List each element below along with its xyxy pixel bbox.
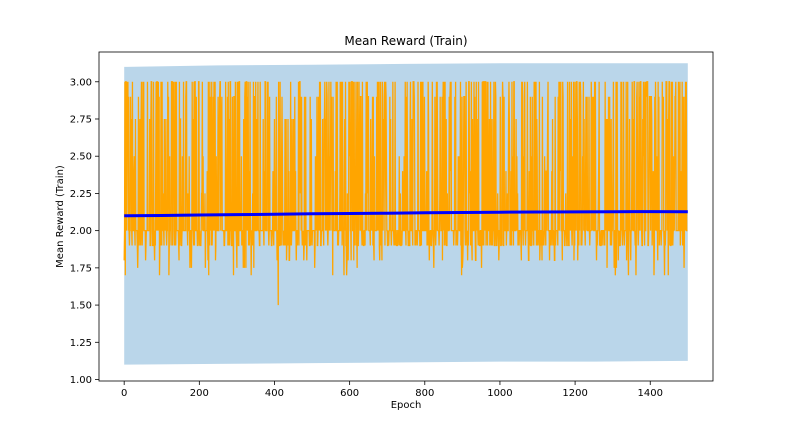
y-axis-ticks: 1.00 1.25 1.50 1.75 2.00 2.25 2.50 2.75 3.00 [70, 77, 99, 386]
chart-title: Mean Reward (Train) [344, 34, 467, 48]
x-tick-label: 1400 [638, 388, 663, 399]
x-tick-label: 800 [415, 388, 434, 399]
x-axis-label: Epoch [391, 400, 422, 411]
y-tick-label: 1.75 [70, 263, 92, 274]
y-tick-label: 2.75 [70, 114, 92, 125]
y-tick-label: 2.50 [70, 152, 92, 163]
y-tick-label: 1.25 [70, 338, 92, 349]
x-tick-label: 400 [265, 388, 284, 399]
x-tick-label: 1200 [562, 388, 587, 399]
x-tick-label: 0 [121, 388, 127, 399]
y-tick-label: 1.50 [70, 301, 92, 312]
y-tick-label: 2.00 [70, 226, 92, 237]
y-tick-label: 3.00 [70, 77, 92, 88]
y-tick-label: 2.25 [70, 189, 92, 200]
plot-frame [98, 51, 714, 382]
series-reward-line [123, 81, 688, 306]
series-mean-line [124, 210, 688, 218]
plot-area [123, 63, 688, 365]
x-tick-label: 200 [190, 388, 209, 399]
y-tick-label: 1.00 [70, 375, 92, 386]
x-tick-label: 600 [340, 388, 359, 399]
y-axis-label: Mean Reward (Train) [55, 165, 66, 268]
x-tick-label: 1000 [487, 388, 512, 399]
x-axis-ticks: 0 200 400 600 800 1000 1200 1400 [121, 381, 663, 399]
